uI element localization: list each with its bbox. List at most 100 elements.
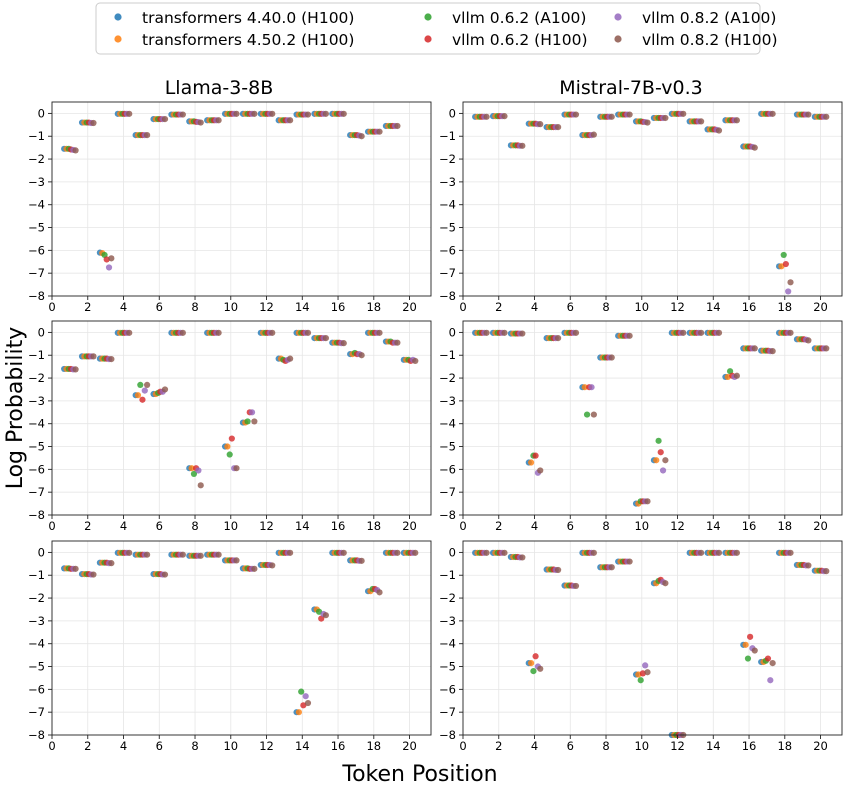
y-tick-label: −5 bbox=[439, 660, 456, 674]
x-tick-label: 8 bbox=[191, 739, 198, 753]
data-point bbox=[751, 144, 758, 151]
data-point bbox=[90, 571, 97, 578]
data-point bbox=[733, 117, 740, 124]
x-tick-label: 20 bbox=[402, 739, 417, 753]
data-point bbox=[555, 335, 562, 342]
x-tick-label: 12 bbox=[259, 300, 274, 314]
tick-labels: 0 2 4 6 8 10 12 14 16 18 20 0 −1 −2 −3 −4 −5 −6 −7 −8 bbox=[28, 325, 417, 533]
data-point bbox=[137, 381, 144, 389]
x-tick-label: 6 bbox=[156, 519, 163, 533]
y-tick-label: −2 bbox=[28, 591, 45, 605]
y-tick-label: −7 bbox=[28, 705, 45, 719]
y-tick-label: −7 bbox=[439, 485, 456, 499]
y-tick-label: −6 bbox=[28, 243, 45, 257]
legend-marker bbox=[614, 13, 622, 21]
data-point bbox=[662, 580, 669, 587]
data-point bbox=[483, 549, 490, 556]
x-tick-label: 12 bbox=[259, 519, 274, 533]
data-point bbox=[744, 655, 752, 662]
data-point bbox=[787, 279, 794, 286]
data-point bbox=[72, 147, 79, 154]
x-tick-label: 12 bbox=[259, 739, 274, 753]
x-tick-label: 0 bbox=[48, 739, 55, 753]
data-point bbox=[639, 670, 646, 677]
y-tick-label: −8 bbox=[439, 508, 456, 522]
data-point bbox=[195, 467, 202, 474]
x-tick-label: 14 bbox=[706, 739, 721, 753]
y-tick-label: −1 bbox=[28, 129, 45, 143]
data-point bbox=[715, 329, 723, 336]
x-tick-label: 8 bbox=[602, 300, 609, 314]
data-point bbox=[248, 409, 256, 416]
x-tick-label: 0 bbox=[459, 739, 466, 753]
x-tick-label: 18 bbox=[777, 739, 792, 753]
data-point bbox=[537, 467, 544, 474]
data-point bbox=[528, 459, 535, 466]
data-point bbox=[483, 113, 490, 120]
data-point bbox=[126, 329, 133, 336]
y-tick-label: −8 bbox=[28, 289, 45, 303]
data-point bbox=[215, 329, 222, 336]
data-point bbox=[588, 384, 595, 391]
y-tick-label: −4 bbox=[28, 198, 45, 212]
data-point bbox=[412, 549, 419, 556]
y-axis-label: Log Probability bbox=[3, 327, 28, 490]
x-tick-label: 4 bbox=[120, 519, 127, 533]
data-point bbox=[233, 465, 240, 472]
x-tick-label: 10 bbox=[634, 739, 649, 753]
data-point bbox=[233, 557, 240, 564]
data-point bbox=[287, 117, 294, 124]
data-point bbox=[751, 647, 758, 654]
data-point bbox=[358, 352, 365, 359]
x-tick-label: 14 bbox=[706, 519, 721, 533]
data-point bbox=[519, 142, 526, 149]
y-tick-label: −3 bbox=[28, 175, 45, 189]
x-tick-label: 6 bbox=[567, 300, 574, 314]
y-tick-label: −5 bbox=[28, 440, 45, 454]
panel-llama-3-8b-row-2: 0 2 4 6 8 10 12 14 16 18 20 0 −1 −2 −3 −4 −5 −6 −7 −8 bbox=[28, 320, 432, 533]
x-tick-label: 8 bbox=[602, 519, 609, 533]
x-tick-label: 18 bbox=[777, 300, 792, 314]
legend-label: vllm 0.8.2 (H100) bbox=[642, 31, 778, 49]
x-tick-label: 2 bbox=[84, 739, 91, 753]
data-point bbox=[105, 264, 113, 271]
x-tick-label: 4 bbox=[120, 739, 127, 753]
data-point bbox=[304, 329, 312, 336]
data-point bbox=[90, 119, 97, 127]
data-point bbox=[769, 110, 776, 117]
y-tick-label: −1 bbox=[439, 568, 456, 582]
legend-frame bbox=[95, 2, 761, 55]
data-point bbox=[298, 688, 305, 695]
x-tick-label: 16 bbox=[331, 519, 346, 533]
data-point bbox=[304, 699, 312, 707]
data-point bbox=[767, 677, 774, 684]
data-point bbox=[226, 451, 233, 458]
data-point bbox=[590, 411, 597, 418]
data-point bbox=[134, 392, 142, 399]
data-point bbox=[269, 329, 276, 336]
x-tick-label: 16 bbox=[742, 300, 757, 314]
data-point bbox=[530, 667, 537, 675]
data-point bbox=[764, 655, 772, 662]
data-point bbox=[608, 113, 615, 120]
data-points bbox=[472, 329, 830, 507]
data-point bbox=[787, 549, 794, 556]
data-point bbox=[215, 117, 222, 124]
data-point bbox=[501, 329, 508, 336]
data-points bbox=[61, 549, 419, 716]
y-tick-label: 0 bbox=[38, 106, 45, 120]
data-point bbox=[519, 554, 526, 561]
data-point bbox=[823, 345, 830, 352]
legend-marker bbox=[114, 13, 122, 21]
data-point bbox=[555, 124, 562, 131]
data-point bbox=[188, 465, 195, 472]
data-point bbox=[787, 329, 794, 336]
data-point bbox=[103, 256, 110, 263]
data-point bbox=[519, 330, 526, 337]
data-point bbox=[215, 551, 222, 558]
panel-mistral-7b-v0-3-row-3: 0 2 4 6 8 10 12 14 16 18 20 0 −1 −2 −3 −4 −5 −6 −7 −8 bbox=[439, 540, 843, 753]
data-point bbox=[269, 110, 276, 117]
legend-marker bbox=[114, 35, 122, 43]
data-point bbox=[144, 131, 151, 139]
